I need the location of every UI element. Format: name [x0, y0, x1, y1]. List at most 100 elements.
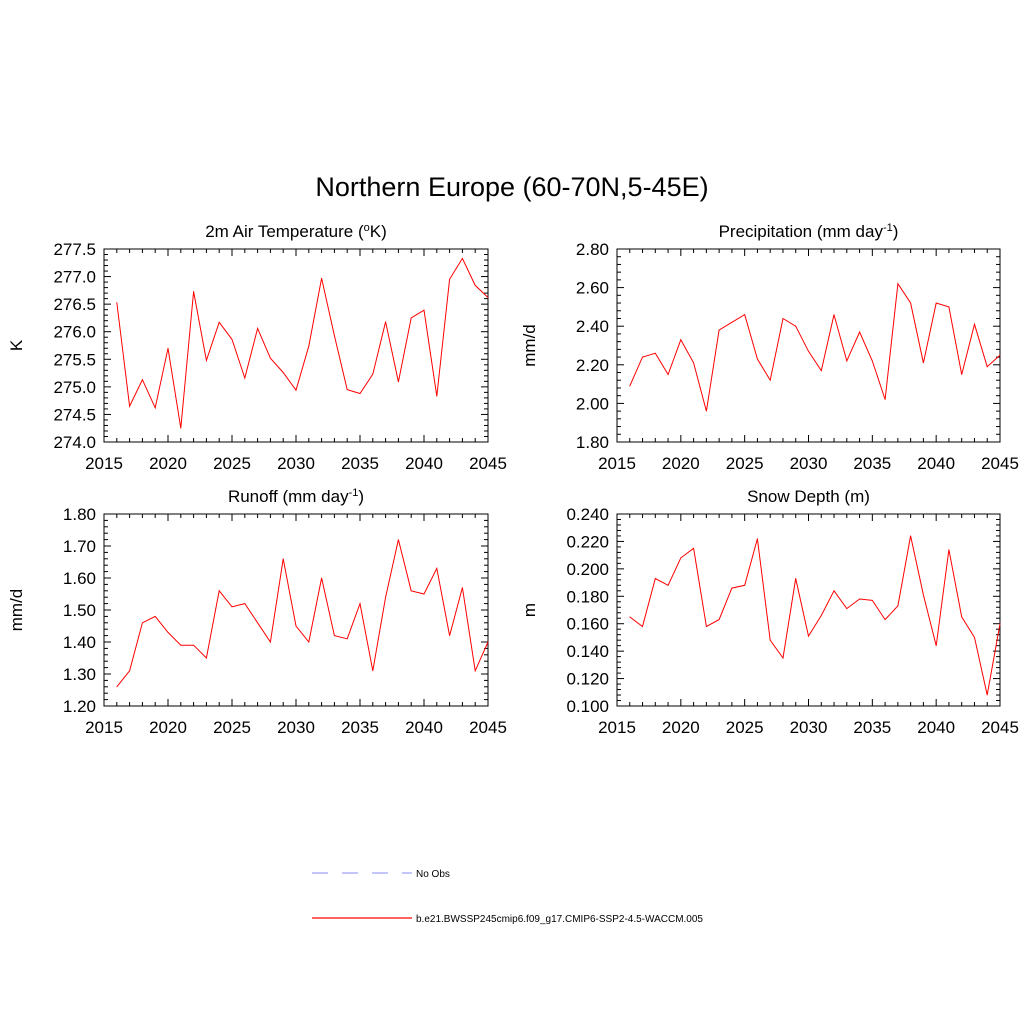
panel-temp: 2015 2020 2025 2030 2035 2040 2045 274.0 274.5 27…	[7, 222, 507, 473]
data-point	[923, 362, 924, 364]
data-point	[193, 291, 195, 292]
data-point	[487, 297, 489, 298]
data-point	[334, 635, 335, 636]
x-tick-label: 2040	[405, 718, 443, 737]
data-point	[667, 374, 669, 375]
series-line	[629, 535, 1001, 696]
data-point	[359, 393, 361, 394]
data-point	[629, 385, 631, 387]
x-tick-label: 2025	[213, 454, 251, 473]
data-point	[820, 615, 822, 616]
data-point	[436, 395, 438, 397]
data-point	[999, 354, 1001, 356]
data-point	[935, 645, 937, 647]
data-point	[782, 318, 784, 319]
y-tick-label: 2.60	[576, 279, 609, 298]
data-point	[167, 347, 169, 349]
data-point	[897, 283, 899, 285]
data-point	[282, 558, 284, 560]
y-tick-label: 1.80	[63, 505, 96, 524]
data-point	[180, 644, 182, 646]
data-point	[410, 317, 412, 319]
x-tick-label: 2020	[662, 718, 700, 737]
data-point	[693, 362, 694, 364]
data-point	[206, 359, 207, 361]
y-tick-label: 1.20	[63, 697, 96, 716]
data-point	[359, 603, 361, 604]
y-axis-label: mm/d	[520, 324, 539, 367]
x-tick-label: 2035	[853, 718, 891, 737]
data-point	[910, 535, 912, 537]
x-tick-label: 2015	[598, 454, 636, 473]
y-tick-label: 0.200	[566, 560, 609, 579]
data-point	[693, 547, 694, 549]
data-point	[961, 374, 963, 375]
series-line	[629, 282, 1001, 412]
data-point	[193, 644, 195, 646]
data-point	[423, 309, 425, 311]
data-point	[654, 578, 656, 579]
data-point	[923, 594, 924, 596]
y-tick-label: 274.0	[53, 433, 96, 452]
data-point	[346, 389, 348, 391]
x-tick-label: 2040	[405, 454, 443, 473]
data-point	[731, 321, 733, 323]
x-tick-label: 2045	[981, 718, 1019, 737]
data-point	[680, 557, 682, 559]
data-point	[116, 302, 118, 303]
data-point	[629, 616, 631, 618]
data-point	[474, 670, 476, 672]
panel-snow: 2015 2020 2025 2030 2035 2040 2045 0.100 0.120 0.…	[520, 487, 1019, 737]
y-tick-label: 276.0	[53, 323, 96, 342]
panel-title: Precipitation (mm day-1)	[719, 222, 899, 241]
data-point	[449, 635, 450, 636]
x-tick-label: 2035	[341, 718, 379, 737]
legend-label-no-obs: No Obs	[416, 869, 450, 880]
data-point	[948, 306, 950, 308]
data-point	[385, 321, 386, 323]
y-tick-label: 275.0	[53, 378, 96, 397]
x-tick-label: 2030	[790, 718, 828, 737]
data-point	[244, 603, 246, 604]
data-point	[974, 323, 975, 325]
data-point	[999, 623, 1001, 625]
y-tick-label: 0.180	[566, 587, 609, 606]
data-point	[180, 427, 182, 429]
data-point	[372, 670, 374, 672]
data-point	[410, 590, 412, 592]
data-point	[206, 657, 207, 659]
panel-precip: 2015 2020 2025 2030 2035 2040 2045 1.80 2.00 2.20…	[520, 222, 1019, 473]
y-tick-label: 1.70	[63, 537, 96, 556]
data-point	[398, 539, 399, 540]
data-point	[218, 590, 220, 592]
data-point	[308, 345, 310, 347]
y-tick-label: 0.240	[566, 505, 609, 524]
data-point	[795, 325, 797, 327]
data-point	[757, 538, 758, 540]
data-point	[129, 670, 131, 672]
figure-title: Northern Europe (60-70N,5-45E)	[315, 172, 708, 202]
x-tick-label: 2015	[85, 718, 123, 737]
data-point	[487, 641, 489, 643]
data-point	[680, 339, 682, 341]
y-axis-label: mm/d	[7, 589, 26, 632]
y-tick-label: 0.120	[566, 670, 609, 689]
y-tick-label: 274.5	[53, 405, 96, 424]
data-point	[910, 302, 912, 304]
y-tick-label: 1.40	[63, 633, 96, 652]
data-point	[808, 350, 809, 352]
x-tick-label: 2025	[213, 718, 251, 737]
x-tick-label: 2015	[598, 718, 636, 737]
data-point	[167, 632, 169, 633]
data-point	[244, 377, 246, 379]
y-tick-label: 2.00	[576, 394, 609, 413]
data-point	[782, 657, 784, 659]
data-point	[859, 598, 860, 600]
data-point	[231, 339, 233, 340]
data-point	[744, 584, 746, 586]
y-tick-label: 0.140	[566, 642, 609, 661]
x-tick-label: 2030	[790, 454, 828, 473]
data-point	[705, 410, 707, 412]
data-point	[462, 587, 463, 588]
